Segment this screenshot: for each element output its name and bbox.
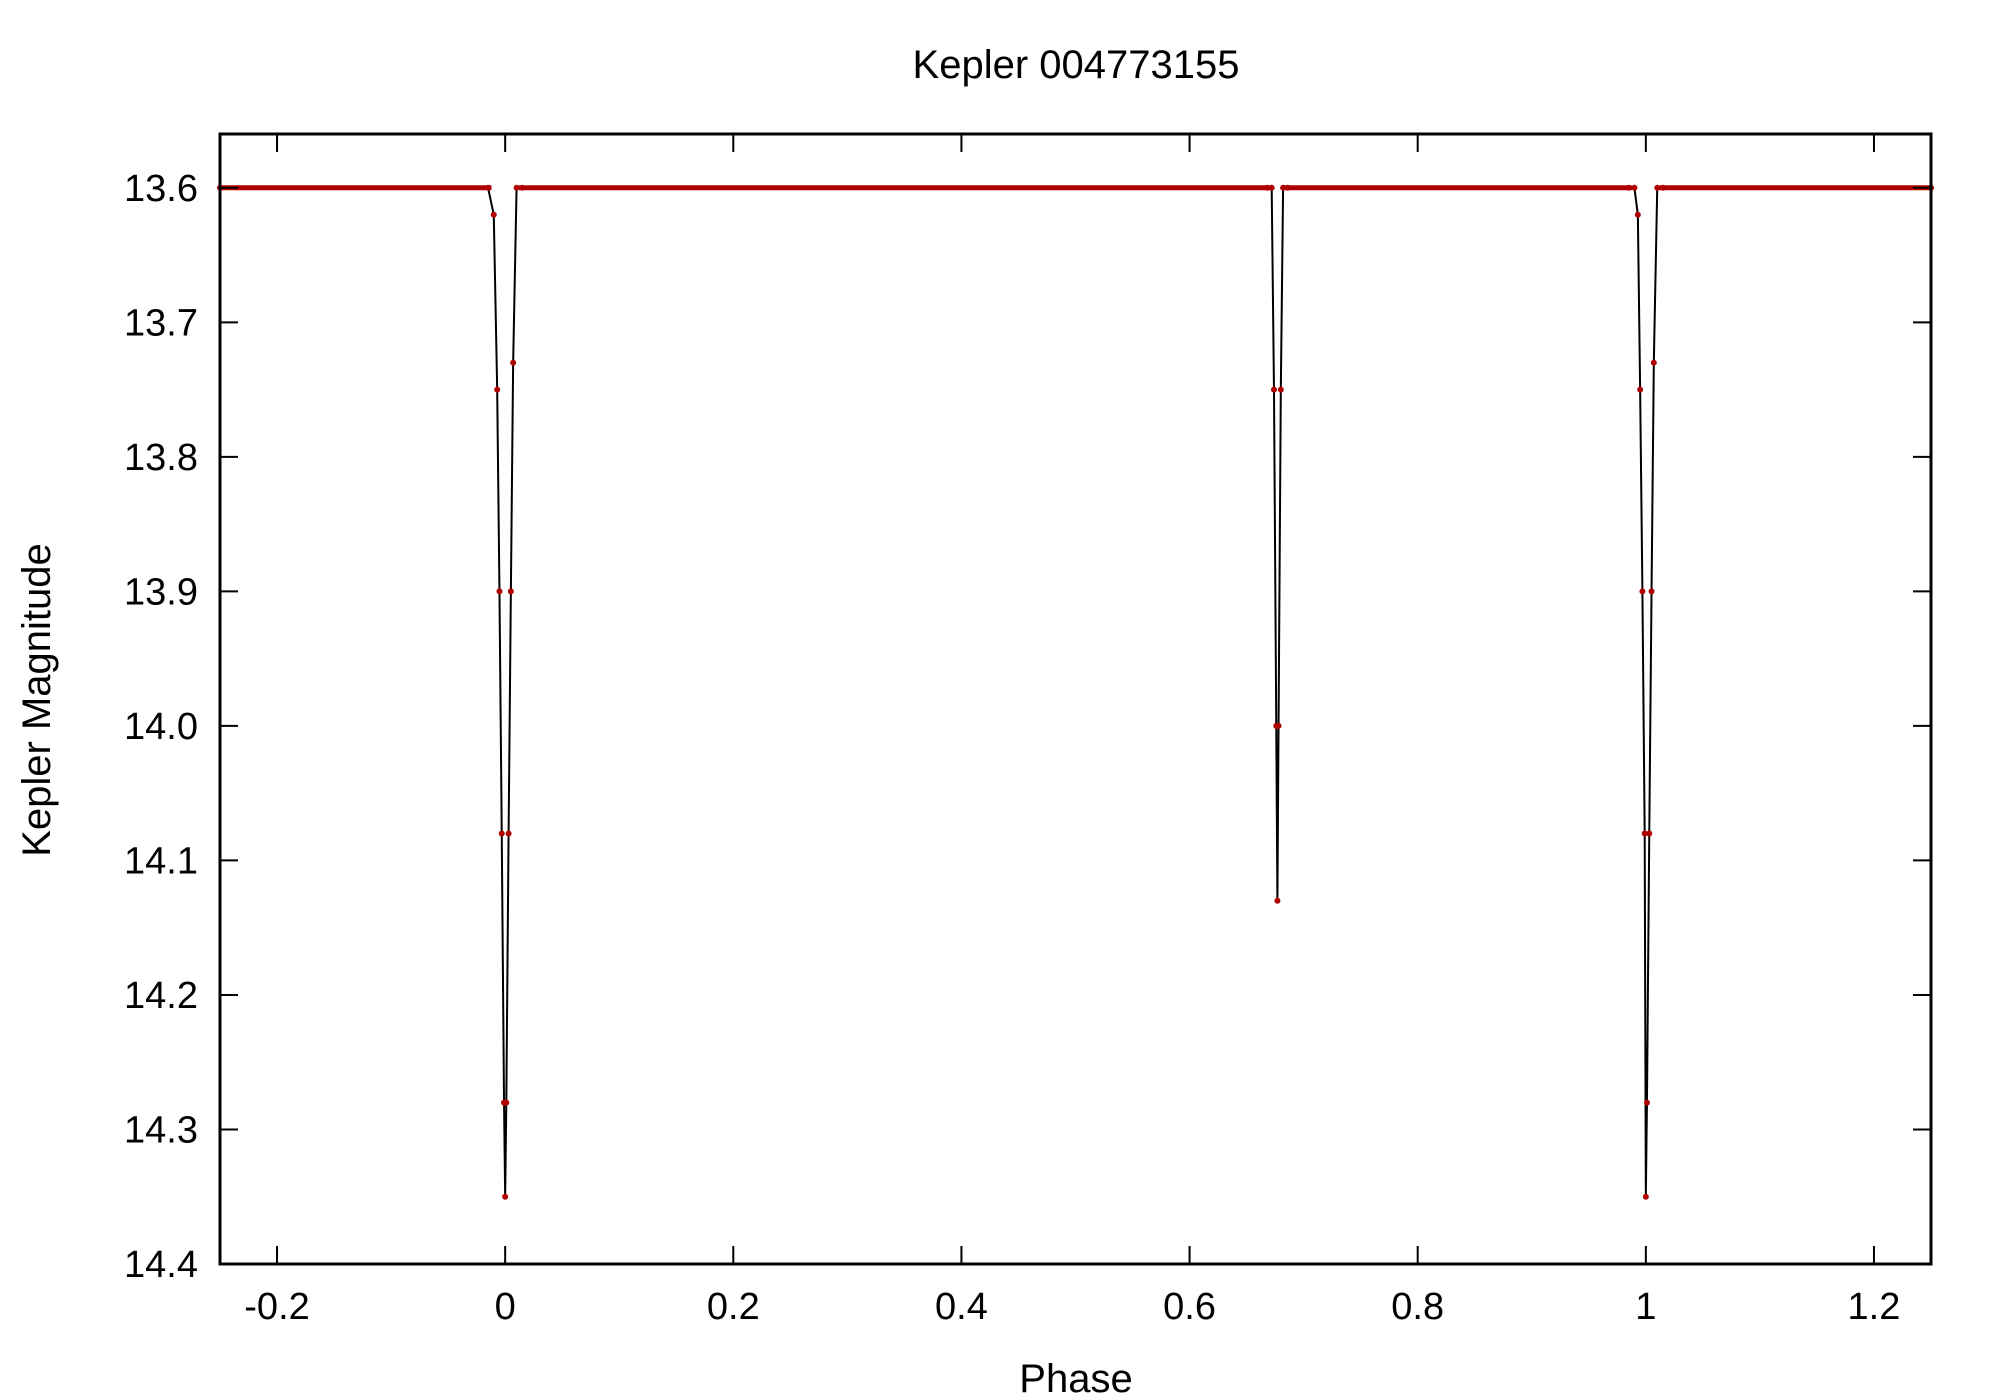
data-point xyxy=(1639,588,1646,595)
data-point xyxy=(1650,359,1657,366)
y-tick-label: 14.4 xyxy=(124,1244,198,1286)
x-tick-label: 1 xyxy=(1635,1286,1656,1328)
data-point xyxy=(1284,184,1291,191)
x-axis-title: Phase xyxy=(1019,1357,1132,1400)
data-point xyxy=(1268,184,1275,191)
y-tick-label: 13.6 xyxy=(124,168,198,210)
chart-title: Kepler 004773155 xyxy=(913,43,1240,87)
x-tick-label: 0.6 xyxy=(1163,1286,1216,1328)
axis-ticks: -0.2 0 0.2 0.4 0.6 0.8 1 1.2 13.6 13.7 13.8 13.9 14.… xyxy=(124,134,1931,1328)
data-point xyxy=(513,184,520,191)
data-point xyxy=(1646,830,1653,837)
data-point xyxy=(1641,830,1648,837)
data-point xyxy=(1637,386,1644,393)
data-point xyxy=(1264,184,1271,191)
x-tick-label: 1.2 xyxy=(1848,1286,1901,1328)
data-point xyxy=(505,830,512,837)
y-tick-label: 14.1 xyxy=(124,840,198,882)
data-point xyxy=(1634,211,1641,218)
data-point xyxy=(1654,184,1661,191)
data-point xyxy=(1270,386,1277,393)
data-point xyxy=(1274,897,1281,904)
plot-frame xyxy=(218,132,1933,1266)
data-point xyxy=(1275,722,1282,729)
data-point xyxy=(496,588,503,595)
data-point xyxy=(502,1193,509,1200)
data-marks xyxy=(217,184,1934,1200)
data-point xyxy=(503,1099,510,1106)
data-point xyxy=(1648,588,1655,595)
data-point xyxy=(1280,184,1287,191)
data-point xyxy=(485,184,492,191)
y-tick-label: 13.8 xyxy=(124,437,198,479)
y-tick-label: 14.2 xyxy=(124,975,198,1017)
data-point xyxy=(1643,1099,1650,1106)
data-point xyxy=(507,588,514,595)
data-point xyxy=(1277,386,1284,393)
x-tick-label: 0 xyxy=(495,1286,516,1328)
series-line xyxy=(220,186,1931,1197)
data-point xyxy=(490,211,497,218)
x-tick-label: 0.4 xyxy=(935,1286,988,1328)
data-point xyxy=(494,386,501,393)
x-tick-label: 0.8 xyxy=(1391,1286,1444,1328)
x-tick-label: 0.2 xyxy=(707,1286,760,1328)
y-tick-label: 13.9 xyxy=(124,571,198,613)
y-tick-label: 13.7 xyxy=(124,302,198,344)
y-axis-title: Kepler Magnitude xyxy=(15,543,59,857)
data-point xyxy=(510,359,517,366)
data-point xyxy=(1642,1193,1649,1200)
data-point xyxy=(1659,184,1666,191)
data-point xyxy=(519,184,526,191)
y-tick-label: 14.3 xyxy=(124,1109,198,1151)
x-tick-label: -0.2 xyxy=(244,1286,309,1328)
y-tick-label: 14.0 xyxy=(124,706,198,748)
data-point xyxy=(1631,184,1638,191)
data-point xyxy=(1625,184,1632,191)
data-point xyxy=(498,830,505,837)
